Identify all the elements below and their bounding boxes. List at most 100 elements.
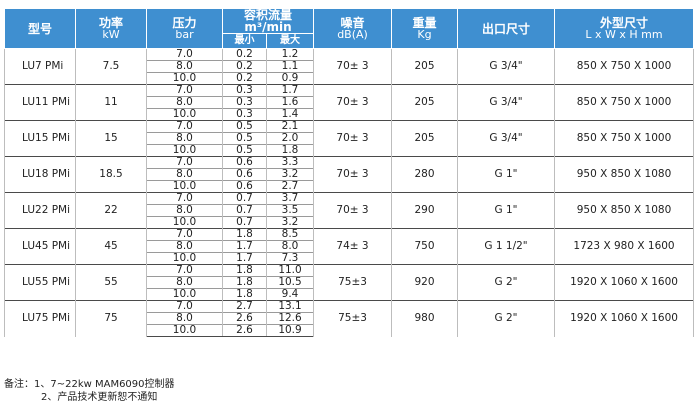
flow-min-cell: 0.3 (222, 108, 267, 121)
flow-max-cell: 2.1 (265, 120, 315, 133)
pressure-cell: 7.0 (146, 120, 223, 133)
flow-max-cell: 7.3 (265, 252, 315, 265)
header-dims: 外型尺寸 L x W x H mm (554, 8, 695, 49)
power-cell: 15 (75, 120, 147, 157)
header-weight: 重量 Kg (391, 8, 459, 49)
table-row: LU11 PMi 11 7.0 0.3 1.7 70± 3 205 G 3/4" 850 X 7… (4, 84, 695, 121)
flow-min-cell: 0.6 (222, 180, 267, 193)
model-cell: LU75 PMi (4, 300, 76, 337)
weight-cell: 290 (391, 192, 459, 229)
flow-min-cell: 0.7 (222, 192, 267, 205)
flow-max-cell: 2.0 (265, 132, 315, 145)
table-row: 10.0 1.8 9.4 (5, 288, 694, 301)
flow-max-cell: 1.4 (265, 108, 315, 121)
flow-min-cell: 2.6 (222, 312, 267, 325)
pressure-cell: 10.0 (146, 108, 223, 121)
table-row: 10.0 1.7 7.3 (5, 252, 694, 265)
pressure-cell: 7.0 (146, 84, 223, 97)
flow-min-cell: 0.5 (222, 120, 267, 133)
flow-max-cell: 8.0 (265, 240, 315, 253)
flow-min-cell: 1.8 (222, 276, 267, 289)
flow-max-cell: 1.6 (265, 96, 315, 109)
table-row: LU7 PMi 7.5 7.0 0.2 1.2 70± 3 205 G 3/4" 850 X 7… (4, 48, 695, 85)
outlet-cell: G 1" (457, 156, 556, 193)
flow-max-cell: 1.2 (265, 48, 315, 61)
pressure-cell: 10.0 (146, 288, 223, 301)
table-row: 10.0 0.2 0.9 (5, 72, 694, 85)
flow-min-cell: 1.7 (222, 240, 267, 253)
pressure-cell: 7.0 (146, 192, 223, 205)
flow-min-cell: 0.5 (222, 144, 267, 157)
flow-max-cell: 10.9 (265, 324, 315, 337)
model-group: LU7 PMi 7.5 7.0 0.2 1.2 70± 3 205 G 3/4" 850 X 7… (4, 48, 695, 85)
model-group: LU22 PMi 22 7.0 0.7 3.7 70± 3 290 G 1" 950 X 850… (4, 192, 695, 229)
pressure-cell: 10.0 (146, 180, 223, 193)
model-group: LU45 PMi 45 7.0 1.8 8.5 74± 3 750 G 1 1/2" 1723 … (4, 228, 695, 265)
noise-cell: 70± 3 (313, 192, 393, 229)
flow-min-cell: 1.8 (222, 228, 267, 241)
power-cell: 75 (75, 300, 147, 337)
flow-max-cell: 9.4 (265, 288, 315, 301)
flow-min-cell: 2.7 (222, 300, 267, 313)
dims-cell: 850 X 750 X 1000 (554, 48, 695, 85)
outlet-cell: G 3/4" (457, 48, 556, 85)
weight-cell: 920 (391, 264, 459, 301)
table-row: 10.0 0.5 1.8 (5, 144, 694, 157)
model-group: LU75 PMi 75 7.0 2.7 13.1 75±3 980 G 2" 1920 X 10… (4, 300, 695, 337)
outlet-cell: G 3/4" (457, 120, 556, 157)
flow-max-cell: 0.9 (265, 72, 315, 85)
power-cell: 55 (75, 264, 147, 301)
flow-max-cell: 3.2 (265, 216, 315, 229)
note-2: 2、产品技术更新恕不通知 (41, 392, 158, 403)
flow-min-cell: 0.3 (222, 96, 267, 109)
pressure-cell: 8.0 (146, 96, 223, 109)
flow-min-cell: 0.2 (222, 72, 267, 85)
header-flow-max: 最大 (265, 33, 315, 49)
flow-min-cell: 0.2 (222, 60, 267, 73)
flow-min-cell: 1.8 (222, 264, 267, 277)
header-flow: 容积流量 m³/min (221, 8, 315, 34)
power-cell: 18.5 (75, 156, 147, 193)
model-cell: LU55 PMi (4, 264, 76, 301)
pressure-cell: 8.0 (146, 168, 223, 181)
weight-cell: 205 (391, 120, 459, 157)
model-cell: LU45 PMi (4, 228, 76, 265)
note-1: 备注：1、7~22kw MAM6090控制器 (4, 379, 175, 390)
flow-max-cell: 2.7 (265, 180, 315, 193)
table-row: 8.0 0.2 1.1 (5, 60, 694, 73)
pressure-cell: 7.0 (146, 156, 223, 169)
flow-min-cell: 0.6 (222, 156, 267, 169)
outlet-cell: G 2" (457, 264, 556, 301)
flow-max-cell: 10.5 (265, 276, 315, 289)
power-cell: 11 (75, 84, 147, 121)
flow-max-cell: 12.6 (265, 312, 315, 325)
flow-max-cell: 1.7 (265, 84, 315, 97)
model-group: LU15 PMi 15 7.0 0.5 2.1 70± 3 205 G 3/4" 850 X 7… (4, 120, 695, 157)
flow-max-cell: 13.1 (265, 300, 315, 313)
dims-cell: 1723 X 980 X 1600 (554, 228, 695, 265)
pressure-cell: 10.0 (146, 216, 223, 229)
model-group: LU11 PMi 11 7.0 0.3 1.7 70± 3 205 G 3/4" 850 X 7… (4, 84, 695, 121)
table-row: 10.0 0.6 2.7 (5, 180, 694, 193)
flow-min-cell: 1.7 (222, 252, 267, 265)
pressure-cell: 8.0 (146, 204, 223, 217)
spec-table: 型号 功率 kW 压力 bar 容积流量 m³/min 噪音 dB(A) 重量 Kg 出… (4, 8, 695, 337)
model-group: LU55 PMi 55 7.0 1.8 11.0 75±3 920 G 2" 1920 X 10… (4, 264, 695, 301)
table-row: 10.0 0.3 1.4 (5, 108, 694, 121)
weight-cell: 205 (391, 84, 459, 121)
dims-cell: 850 X 750 X 1000 (554, 120, 695, 157)
flow-max-cell: 11.0 (265, 264, 315, 277)
flow-max-cell: 8.5 (265, 228, 315, 241)
weight-cell: 205 (391, 48, 459, 85)
model-cell: LU15 PMi (4, 120, 76, 157)
pressure-cell: 8.0 (146, 312, 223, 325)
flow-max-cell: 3.7 (265, 192, 315, 205)
noise-cell: 75±3 (313, 300, 393, 337)
flow-max-cell: 1.1 (265, 60, 315, 73)
header-outlet: 出口尺寸 (457, 8, 556, 49)
table-row: LU18 PMi 18.5 7.0 0.6 3.3 70± 3 280 G 1" 950 X 8… (4, 156, 695, 193)
dims-cell: 1920 X 1060 X 1600 (554, 300, 695, 337)
flow-min-cell: 0.6 (222, 168, 267, 181)
noise-cell: 74± 3 (313, 228, 393, 265)
outlet-cell: G 3/4" (457, 84, 556, 121)
